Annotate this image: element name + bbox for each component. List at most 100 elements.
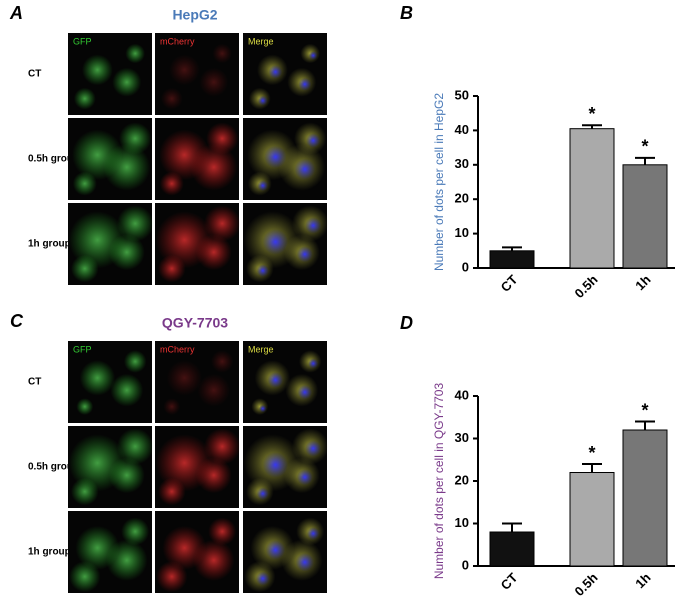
cell-signal (117, 428, 154, 465)
cell-signal (197, 373, 231, 407)
cell-signal (212, 43, 232, 64)
significance-label: * (588, 443, 595, 463)
cell-signal (204, 205, 241, 242)
cell-signal (72, 171, 97, 196)
x-tick-label: 0.5h (572, 570, 601, 599)
nucleus (255, 571, 270, 586)
channel-label: mCherry (160, 344, 195, 354)
cell-signal (169, 54, 200, 86)
y-tick-label: 20 (455, 472, 469, 487)
cell-signal (125, 43, 145, 64)
y-tick-label: 50 (455, 87, 469, 102)
nucleus (295, 552, 315, 572)
bar (622, 429, 668, 567)
x-tick-label: 1h (632, 570, 653, 591)
nucleus (308, 358, 319, 369)
x-tick-label: CT (498, 272, 521, 295)
y-tick-label: 30 (455, 156, 469, 171)
y-axis-label: Number of dots per cell in QGY-7703 (432, 383, 446, 580)
cell-signal (69, 561, 101, 593)
nucleus (297, 384, 313, 400)
channel-label: GFP (73, 36, 92, 46)
cell-signal (112, 67, 142, 97)
nucleus (259, 404, 267, 413)
x-tick-label: 1h (632, 272, 653, 293)
cell-signal (193, 539, 235, 581)
nucleus (305, 440, 322, 457)
nucleus (256, 487, 270, 500)
channel-label: Merge (248, 344, 274, 354)
cell-signal (160, 87, 183, 110)
channel-label: mCherry (160, 36, 195, 46)
channel-label: GFP (73, 344, 92, 354)
panel-label: C (10, 311, 24, 331)
cell-signal (108, 234, 145, 271)
cell-signal (117, 205, 154, 242)
cell-signal (163, 398, 181, 415)
cell-signal (158, 254, 186, 283)
nucleus (296, 246, 313, 263)
y-tick-label: 0 (462, 557, 469, 572)
bar (622, 164, 668, 269)
x-tick-label: 0.5h (572, 272, 601, 301)
significance-label: * (588, 104, 595, 124)
nucleus (262, 229, 289, 255)
nucleus (308, 51, 318, 60)
cell-signal (190, 143, 238, 191)
cell-signal (121, 517, 150, 546)
nucleus (268, 64, 283, 79)
nucleus (256, 264, 270, 277)
bar (489, 531, 535, 567)
cell-signal (195, 457, 232, 494)
y-tick-label: 20 (455, 191, 469, 206)
cell-signal (210, 350, 234, 373)
x-tick-label: CT (498, 570, 521, 593)
y-tick-label: 0 (462, 259, 469, 274)
nucleus (267, 371, 284, 388)
significance-label: * (641, 137, 648, 157)
cell-signal (110, 373, 144, 407)
y-axis-label: Number of dots per cell in HepG2 (432, 93, 446, 271)
cell-signal (204, 428, 241, 465)
nucleus (305, 133, 321, 148)
row-label: CT (28, 69, 41, 80)
significance-label: * (641, 400, 648, 420)
row-label: 0.5h group (28, 154, 79, 165)
y-tick-label: 40 (455, 122, 469, 137)
nucleus (296, 469, 313, 486)
panel-title: QGY-7703 (162, 315, 228, 331)
cell-signal (106, 539, 148, 581)
panel-label: D (400, 313, 413, 333)
nucleus (306, 527, 320, 540)
cell-signal (199, 67, 229, 97)
panel-label: B (400, 3, 413, 23)
nucleus (262, 452, 289, 478)
row-label: 1h group (28, 239, 71, 250)
y-tick-label: 40 (455, 387, 469, 402)
cell-signal (71, 254, 99, 283)
cell-signal (208, 517, 237, 546)
cell-signal (79, 360, 116, 396)
cell-signal (195, 234, 232, 271)
cell-signal (71, 477, 99, 506)
y-tick-label: 30 (455, 430, 469, 445)
cell-signal (108, 457, 145, 494)
bar (489, 250, 535, 269)
cell-signal (159, 171, 184, 196)
panel-title: HepG2 (172, 7, 217, 23)
row-label: CT (28, 377, 41, 388)
panel-label: A (9, 3, 23, 23)
nucleus (257, 95, 268, 106)
nucleus (294, 158, 316, 180)
nucleus (298, 77, 312, 91)
cell-signal (76, 398, 94, 415)
cell-signal (119, 122, 152, 155)
cell-signal (73, 87, 96, 110)
row-label: 0.5h group (28, 462, 79, 473)
cell-signal (103, 143, 151, 191)
cell-signal (206, 122, 239, 155)
cell-signal (123, 350, 147, 373)
cell-signal (82, 54, 113, 86)
row-label: 1h group (28, 547, 71, 558)
